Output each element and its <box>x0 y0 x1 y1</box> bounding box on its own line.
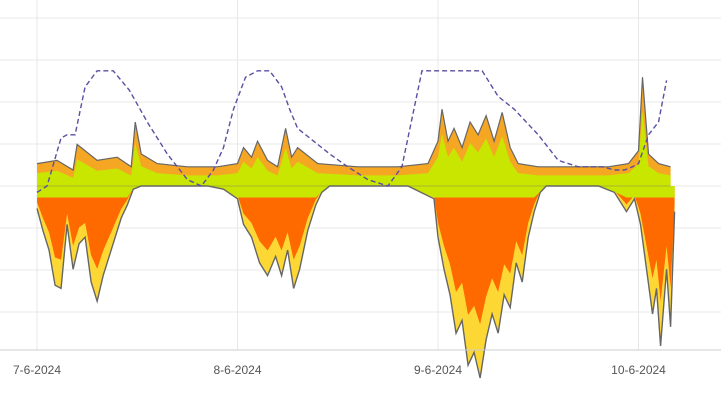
upper-band-orange <box>37 77 671 186</box>
x-tick-label: 7-6-2024 <box>13 363 61 377</box>
lower-area-orange <box>37 186 675 325</box>
lower-area-yellow <box>37 186 675 378</box>
x-tick-label: 10-6-2024 <box>611 363 666 377</box>
upper-outline <box>36 77 671 171</box>
chart-areas <box>37 77 675 378</box>
dashed-series-line <box>36 70 668 193</box>
x-axis: 7-6-2024 8-6-2024 9-6-2024 10-6-2024 <box>0 349 721 377</box>
lower-outline <box>36 185 676 379</box>
lower-band-green-overlay <box>37 186 675 198</box>
x-tick-label: 8-6-2024 <box>213 363 261 377</box>
chart-lines <box>36 70 676 379</box>
x-tick-label: 9-6-2024 <box>414 363 462 377</box>
upper-band-green <box>37 110 671 186</box>
